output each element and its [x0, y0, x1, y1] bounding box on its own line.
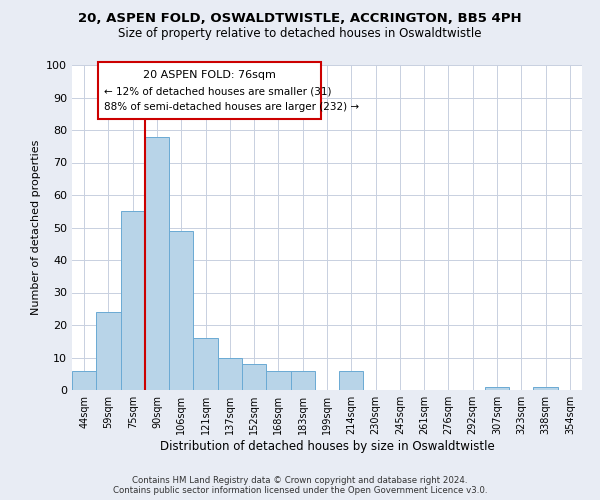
Text: ← 12% of detached houses are smaller (31): ← 12% of detached houses are smaller (31…	[104, 86, 331, 96]
Text: 20 ASPEN FOLD: 76sqm: 20 ASPEN FOLD: 76sqm	[143, 70, 275, 80]
FancyBboxPatch shape	[97, 62, 321, 118]
Bar	[145, 136, 169, 390]
Bar	[485, 387, 509, 390]
Text: Contains public sector information licensed under the Open Government Licence v3: Contains public sector information licen…	[113, 486, 487, 495]
Text: Size of property relative to detached houses in Oswaldtwistle: Size of property relative to detached ho…	[118, 28, 482, 40]
Bar	[533, 387, 558, 390]
Bar	[169, 231, 193, 390]
Bar	[121, 211, 145, 390]
Bar	[290, 370, 315, 390]
X-axis label: Distribution of detached houses by size in Oswaldtwistle: Distribution of detached houses by size …	[160, 440, 494, 453]
Bar	[266, 370, 290, 390]
Bar	[242, 364, 266, 390]
Text: 88% of semi-detached houses are larger (232) →: 88% of semi-detached houses are larger (…	[104, 102, 359, 113]
Text: Contains HM Land Registry data © Crown copyright and database right 2024.: Contains HM Land Registry data © Crown c…	[132, 476, 468, 485]
Bar	[96, 312, 121, 390]
Bar	[339, 370, 364, 390]
Bar	[193, 338, 218, 390]
Bar	[218, 358, 242, 390]
Y-axis label: Number of detached properties: Number of detached properties	[31, 140, 41, 315]
Bar	[72, 370, 96, 390]
Text: 20, ASPEN FOLD, OSWALDTWISTLE, ACCRINGTON, BB5 4PH: 20, ASPEN FOLD, OSWALDTWISTLE, ACCRINGTO…	[78, 12, 522, 26]
